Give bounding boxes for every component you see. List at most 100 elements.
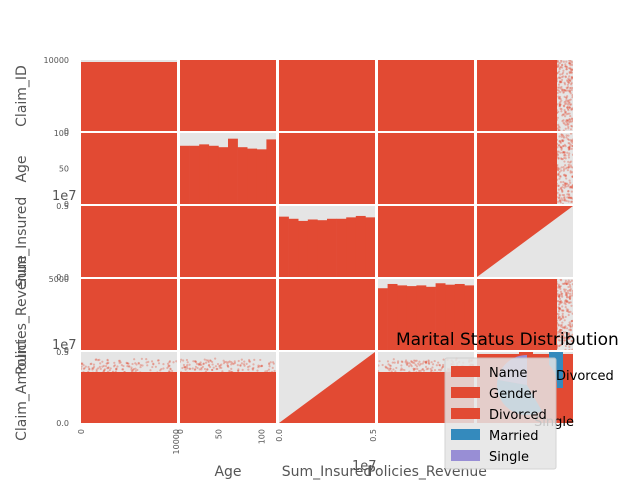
scatter-point [561, 166, 563, 168]
scatter-point [563, 194, 565, 196]
scatter-point [83, 368, 85, 370]
scatter-point [565, 174, 567, 176]
scatter-point [558, 90, 560, 92]
scatter-point [572, 313, 574, 315]
scatter-point [128, 365, 130, 367]
scatter-point [412, 362, 414, 364]
scatter-point [568, 152, 570, 154]
scatter-point [563, 196, 565, 198]
scatter-point [565, 289, 567, 291]
scatter-point [264, 370, 266, 372]
scatter-point [118, 362, 120, 364]
scatter-point [230, 368, 232, 370]
scatter-density [279, 279, 375, 350]
scatter-point [387, 360, 389, 362]
scatter-point [129, 373, 131, 375]
x-tick-label: 0.0 [275, 429, 284, 442]
scatter-point [569, 324, 571, 326]
scatter-point [556, 109, 558, 111]
scatter-point [561, 315, 563, 317]
histogram-bar [199, 144, 209, 204]
scatter-point [232, 363, 234, 365]
scatter-point [569, 281, 571, 283]
scatter-point [562, 283, 564, 285]
scatter-point [162, 367, 164, 369]
histogram-bar [346, 217, 356, 277]
legend: NameGenderDivorcedMarriedSingle [445, 358, 556, 469]
scatter-point [558, 197, 560, 199]
scatter-point [571, 94, 573, 96]
scatter-point [570, 172, 572, 174]
scatter-point [209, 359, 211, 361]
scatter-point [553, 323, 555, 325]
scatter-point [567, 109, 569, 111]
legend-label: Gender [489, 387, 538, 402]
scatter-point [417, 363, 419, 365]
scatter-point [397, 372, 399, 374]
cell-plot [180, 206, 276, 277]
scatter-point [413, 372, 415, 374]
scatter-point [572, 166, 574, 168]
scatter-point [568, 179, 570, 181]
pie-label: Divorced [556, 369, 614, 384]
scatter-point [560, 318, 562, 320]
scatter-point [237, 364, 239, 366]
scatter-point [561, 64, 563, 66]
scatter-point [183, 364, 185, 366]
scatter-point [556, 319, 558, 321]
scatter-point [192, 360, 194, 362]
scatter-point [243, 361, 245, 363]
cell-Claim_ID-Sum_Insured [279, 60, 375, 131]
scatter-point [565, 61, 567, 63]
scatter-point [556, 103, 558, 105]
scatter-point [389, 367, 391, 369]
x-tick-label: 0 [176, 429, 185, 434]
scatter-point [158, 362, 160, 364]
cell-plot [378, 60, 474, 131]
scatter-point [558, 178, 560, 180]
y-tick-label: 100 [54, 129, 69, 138]
scatter-point [556, 154, 558, 156]
scatter-point [259, 359, 261, 361]
scatter-point [571, 148, 573, 150]
scatter-point [567, 190, 569, 192]
scatter-point [394, 370, 396, 372]
histogram-bar [279, 217, 289, 277]
scatter-point [556, 290, 558, 292]
scatter-point [227, 361, 229, 363]
scatter-density [81, 279, 177, 350]
scatter-point [565, 68, 567, 70]
scatter-point [438, 364, 440, 366]
scatter-point [563, 129, 565, 131]
scatter-point [439, 372, 441, 374]
scatter-point [572, 283, 574, 285]
scatter-point [246, 372, 248, 374]
scatter-point [561, 305, 563, 307]
scatter-point [556, 139, 558, 141]
scatter-point [562, 313, 564, 315]
scatter-point [408, 371, 410, 373]
histogram-bar [365, 217, 375, 277]
scatter-point [106, 373, 108, 375]
scatter-point [564, 90, 566, 92]
scatter-density [180, 60, 276, 131]
scatter-point [567, 86, 569, 88]
scatter-point [90, 363, 92, 365]
scatter-point [560, 149, 562, 151]
scatter-point [562, 158, 564, 160]
scatter-point [567, 106, 569, 108]
scatter-point [567, 123, 569, 125]
scatter-point [570, 305, 572, 307]
scatter-point [553, 184, 555, 186]
scatter-point [231, 371, 233, 373]
scatter-point [218, 365, 220, 367]
scatter-point [147, 361, 149, 363]
scatter-point [560, 302, 562, 304]
x-tick-label: 0.5 [369, 429, 378, 442]
scatter-point [405, 363, 407, 365]
scatter-point [571, 290, 573, 292]
scatter-point [261, 365, 263, 367]
scatter-point [567, 161, 569, 163]
scatter-point [154, 374, 156, 376]
